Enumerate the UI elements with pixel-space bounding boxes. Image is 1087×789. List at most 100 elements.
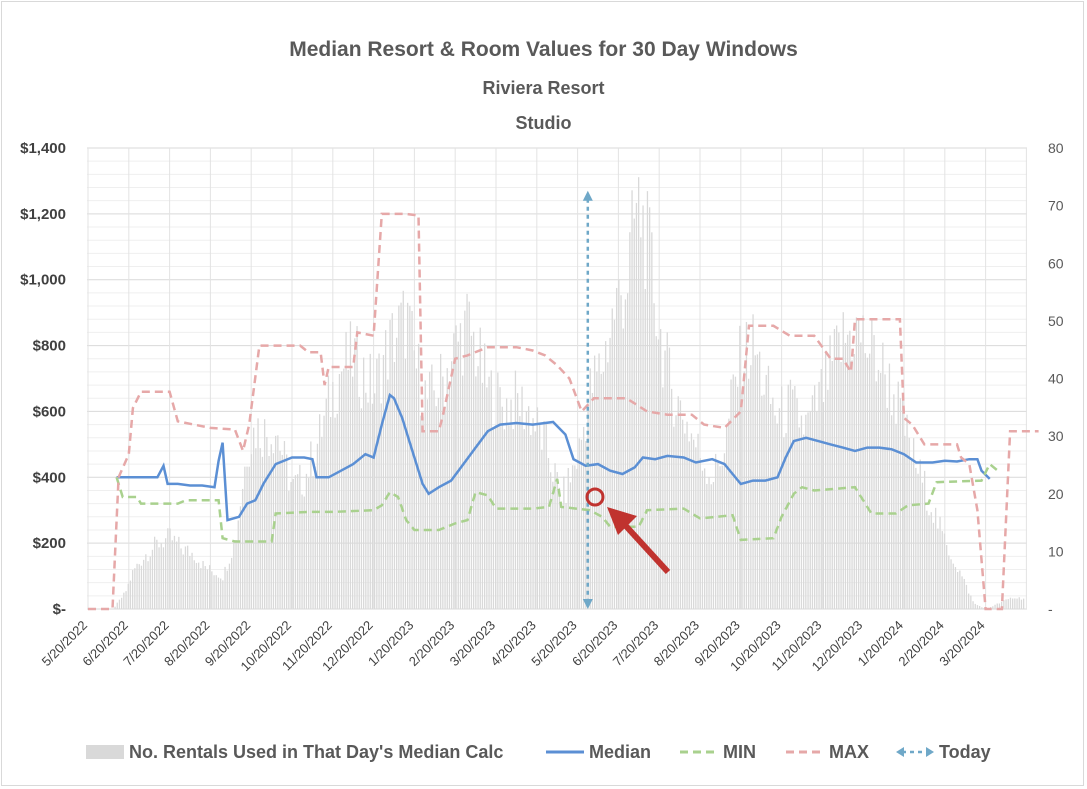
rental-bar: [862, 315, 864, 609]
rental-bar: [215, 575, 217, 609]
rental-bar: [545, 422, 547, 609]
rental-bar: [173, 535, 176, 609]
rental-bar: [224, 566, 226, 609]
rental-bar: [200, 568, 202, 609]
rental-bar: [176, 541, 178, 609]
rental-bar: [321, 436, 323, 609]
rental-bar: [743, 371, 745, 609]
rental-bar: [825, 350, 827, 609]
rental-bar: [426, 399, 429, 609]
rental-bar: [389, 319, 391, 609]
today-arrow-top: [582, 190, 593, 201]
rental-bar: [259, 448, 261, 609]
rental-bar: [424, 380, 426, 609]
rental-bar: [466, 293, 468, 609]
rental-bar: [543, 421, 545, 609]
rental-bar: [719, 466, 721, 609]
rental-bar: [255, 448, 257, 609]
rental-bar: [886, 407, 888, 609]
rental-bar: [162, 547, 165, 609]
rental-bar: [415, 368, 418, 609]
rental-bar: [728, 418, 730, 609]
rental-bar: [127, 583, 129, 609]
rental-bar: [470, 335, 473, 609]
rental-bar: [699, 458, 701, 609]
rental-bar: [673, 426, 675, 609]
rental-bar: [1018, 597, 1020, 609]
rental-bar: [1005, 599, 1007, 609]
rental-bar: [838, 332, 840, 609]
rental-bar: [266, 437, 268, 609]
rental-bar: [1023, 598, 1025, 609]
rental-bar: [891, 415, 893, 609]
rental-bar: [292, 478, 294, 609]
rental-bar: [869, 353, 871, 609]
rental-bar: [974, 603, 976, 609]
rental-bar: [1014, 598, 1016, 609]
rental-bar: [211, 571, 213, 609]
rental-bar: [776, 423, 778, 609]
rental-bar: [979, 605, 981, 609]
rental-bar: [431, 364, 433, 609]
rental-bar: [609, 337, 611, 609]
rental-bar: [750, 365, 752, 609]
rental-bar: [572, 465, 574, 609]
rental-bar: [246, 466, 248, 609]
rental-bar: [875, 381, 877, 609]
rental-bar: [442, 376, 444, 609]
rental-bar: [836, 325, 838, 609]
rental-bar: [712, 482, 715, 609]
y-tick-label: $800: [33, 338, 66, 355]
rental-bar: [244, 466, 246, 609]
rental-bar: [589, 368, 591, 609]
rental-bar: [752, 314, 754, 609]
rental-bar: [398, 305, 400, 609]
rental-bar: [1012, 598, 1014, 609]
rental-bar: [858, 318, 860, 609]
rental-bar: [785, 433, 787, 609]
rental-bar: [655, 336, 657, 609]
rental-bar: [983, 607, 985, 609]
rental-bar: [220, 578, 222, 609]
rental-bar: [138, 564, 140, 609]
rental-bar: [396, 337, 398, 609]
rental-bar: [228, 563, 231, 609]
legend-today-arrow-right: [926, 747, 934, 757]
rental-bar: [710, 484, 712, 609]
rental-bar: [880, 372, 882, 609]
rental-bar: [277, 435, 279, 609]
rental-bar: [303, 496, 305, 609]
rental-bar: [261, 456, 264, 609]
rental-bar: [541, 449, 543, 609]
chart-subtitle-room: Studio: [515, 113, 572, 133]
rental-bar: [189, 555, 191, 609]
rental-bar: [591, 392, 594, 609]
rental-bar: [598, 353, 600, 609]
rental-bar: [602, 371, 605, 609]
rental-bar: [512, 429, 514, 609]
rental-bar: [169, 528, 171, 609]
rental-bar: [134, 568, 136, 609]
rental-bar: [556, 472, 558, 609]
arrow-shaft: [622, 522, 671, 575]
rental-bar: [827, 389, 829, 609]
rental-bar: [840, 362, 842, 609]
rental-bar: [822, 402, 825, 609]
rental-bar: [726, 424, 728, 609]
rental-bar: [871, 320, 873, 609]
rental-bar: [624, 299, 627, 609]
annotation-arrow: [585, 487, 671, 575]
rental-bar: [525, 411, 528, 609]
rental-bar: [407, 302, 409, 609]
rental-bar: [917, 473, 919, 609]
rental-bar: [847, 334, 849, 609]
rental-bar: [160, 543, 162, 609]
rental-bar: [294, 475, 297, 609]
rental-bar: [1001, 601, 1003, 609]
rental-bar: [508, 425, 510, 609]
rental-bar: [803, 434, 805, 609]
rental-bar: [660, 329, 662, 609]
rental-bar: [316, 443, 319, 609]
rental-bar: [937, 528, 939, 609]
